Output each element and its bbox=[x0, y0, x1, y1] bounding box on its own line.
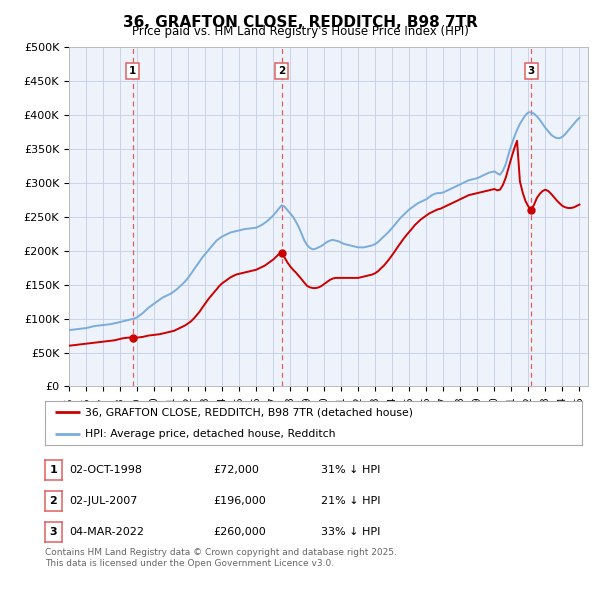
Text: 3: 3 bbox=[528, 66, 535, 76]
Text: £196,000: £196,000 bbox=[213, 496, 266, 506]
Text: £260,000: £260,000 bbox=[213, 527, 266, 536]
Text: Contains HM Land Registry data © Crown copyright and database right 2025.
This d: Contains HM Land Registry data © Crown c… bbox=[45, 548, 397, 568]
Text: HPI: Average price, detached house, Redditch: HPI: Average price, detached house, Redd… bbox=[85, 430, 336, 440]
Text: 02-JUL-2007: 02-JUL-2007 bbox=[69, 496, 137, 506]
Text: 04-MAR-2022: 04-MAR-2022 bbox=[69, 527, 144, 536]
Text: 1: 1 bbox=[50, 466, 57, 475]
Text: 36, GRAFTON CLOSE, REDDITCH, B98 7TR: 36, GRAFTON CLOSE, REDDITCH, B98 7TR bbox=[122, 15, 478, 30]
Text: 36, GRAFTON CLOSE, REDDITCH, B98 7TR (detached house): 36, GRAFTON CLOSE, REDDITCH, B98 7TR (de… bbox=[85, 407, 413, 417]
Text: 31% ↓ HPI: 31% ↓ HPI bbox=[321, 466, 380, 475]
Text: 21% ↓ HPI: 21% ↓ HPI bbox=[321, 496, 380, 506]
Text: Price paid vs. HM Land Registry's House Price Index (HPI): Price paid vs. HM Land Registry's House … bbox=[131, 25, 469, 38]
Text: 02-OCT-1998: 02-OCT-1998 bbox=[69, 466, 142, 475]
Text: 33% ↓ HPI: 33% ↓ HPI bbox=[321, 527, 380, 536]
Text: £72,000: £72,000 bbox=[213, 466, 259, 475]
Text: 1: 1 bbox=[129, 66, 136, 76]
Text: 2: 2 bbox=[50, 496, 57, 506]
Text: 3: 3 bbox=[50, 527, 57, 536]
Text: 2: 2 bbox=[278, 66, 286, 76]
